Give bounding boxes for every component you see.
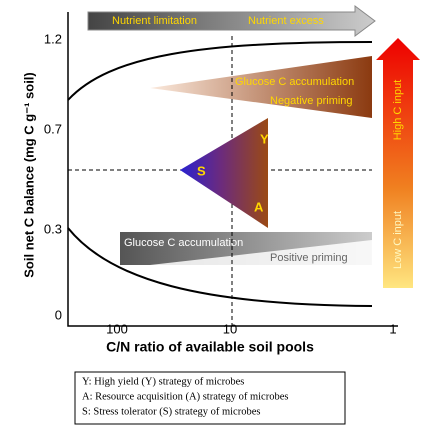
triangle-label: Y: [260, 131, 269, 146]
legend-item: Y: High yield (Y) strategy of microbes: [82, 376, 244, 387]
legend-box: [74, 371, 346, 425]
side-arrow-text: Low C input: [392, 211, 404, 269]
lower-wedge-text: Glucose C accumulation: [124, 237, 243, 249]
side-arrow-text: High C input: [392, 80, 404, 141]
upper-wedge: [150, 56, 372, 118]
x-tick-label: 1: [389, 321, 396, 336]
upper-wedge-text: Glucose C accumulation: [235, 76, 354, 88]
upper-wedge-text: Negative priming: [270, 95, 353, 107]
top-left-text: Nutrient limitation: [112, 15, 197, 27]
y-tick-label: 0.7: [44, 121, 62, 136]
top-arrow: [87, 5, 376, 37]
y-tick-label: 0.3: [44, 221, 62, 236]
triangle-label: S: [197, 163, 206, 178]
y-tick-label: 0: [55, 307, 62, 322]
side-arrow: [376, 38, 420, 288]
lower-wedge-white: [150, 240, 372, 265]
axes: [67, 12, 398, 327]
y-tick-label: 1.2: [44, 31, 62, 46]
upper-curve: [67, 41, 373, 101]
lower-wedge-text: Positive priming: [270, 252, 348, 264]
x-tick-label: 10: [223, 321, 237, 336]
x-axis-label: C/N ratio of available soil pools: [106, 339, 314, 355]
lower-curve: [67, 227, 373, 307]
triangle-label: A: [254, 199, 264, 214]
x-tick-label: 100: [106, 321, 128, 336]
top-right-text: Nutrient excess: [248, 15, 324, 27]
strategy-triangle: [180, 118, 268, 228]
y-axis-label: Soil net C balance (mg C g⁻¹ soil): [21, 72, 36, 278]
legend-item: A: Resource acquisition (A) strategy of …: [82, 391, 288, 402]
legend-item: S: Stress tolerator (S) strategy of micr…: [82, 406, 260, 417]
